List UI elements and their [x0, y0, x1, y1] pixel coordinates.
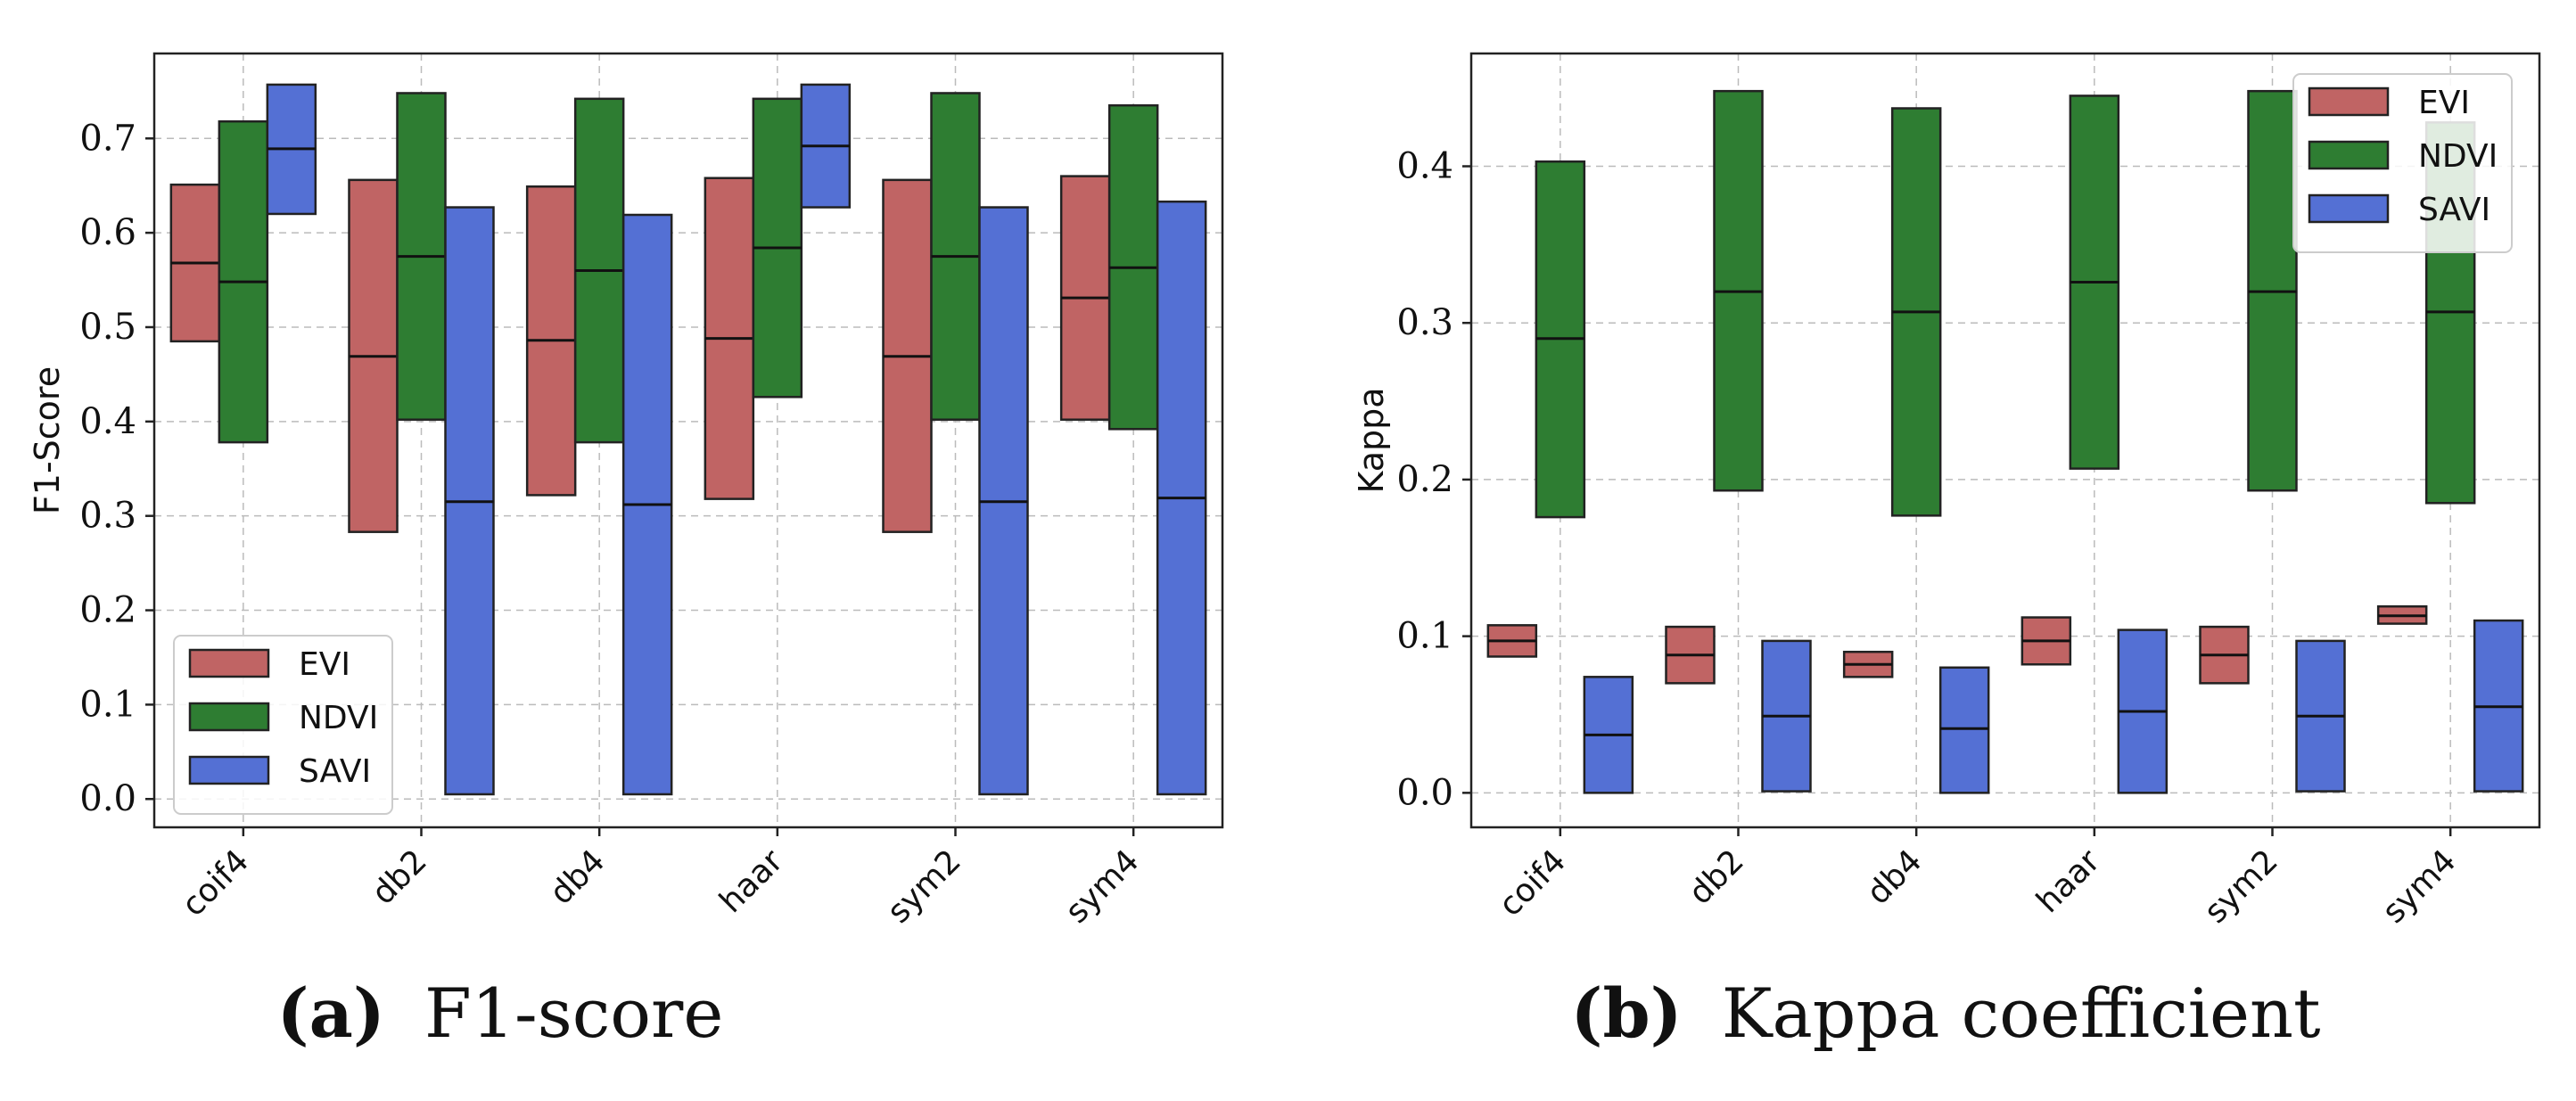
y-tick-label: 0.2 — [1396, 459, 1453, 500]
y-tick-label: 0.7 — [79, 118, 136, 159]
x-tick-label: sym2 — [2198, 842, 2285, 930]
caption-a: (a) F1-score — [277, 974, 724, 1053]
y-tick-label: 0.5 — [79, 307, 136, 348]
axes-frame — [152, 52, 1224, 829]
legend: EVI NDVI SAVI — [2292, 73, 2513, 253]
x-tick-label: haar — [2029, 842, 2107, 920]
x-tick-label: sym4 — [2375, 842, 2463, 930]
x-tick-label: sym2 — [881, 842, 968, 930]
y-tick-label: 0.1 — [1396, 616, 1453, 657]
bars — [1486, 89, 2524, 794]
x-tick-label: db2 — [365, 842, 434, 912]
x-tick-label: db4 — [543, 842, 613, 912]
caption-a-title: F1-score — [424, 974, 723, 1053]
legend-swatch-savi — [2308, 193, 2390, 224]
caption-a-label: (a) — [277, 974, 385, 1053]
x-tick-label: haar — [712, 842, 790, 920]
y-axis: 0.0 0.1 0.2 0.3 0.4 — [1396, 146, 1471, 813]
legend-swatch-ndvi — [2308, 140, 2390, 170]
legend-swatch-ndvi — [188, 702, 270, 732]
bars — [169, 83, 1207, 796]
axes-frame — [1469, 52, 2541, 829]
legend-label-savi: SAVI — [2418, 192, 2490, 228]
legend-label-evi: EVI — [299, 646, 350, 683]
x-axis: coif4 db2 db4 haar sym2 sym4 — [175, 827, 1147, 931]
caption-b-title: Kappa coefficient — [1722, 974, 2321, 1053]
y-tick-label: 0.3 — [79, 496, 136, 537]
y-tick-label: 0.0 — [1396, 772, 1453, 813]
legend-label-savi: SAVI — [299, 753, 371, 790]
x-tick-label: coif4 — [1492, 842, 1573, 924]
bar-savi-db4 — [1938, 666, 1990, 794]
legend-swatch-savi — [188, 755, 270, 785]
caption-b-label: (b) — [1570, 974, 1682, 1053]
y-tick-label: 0.6 — [79, 212, 136, 253]
legend-label-ndvi: NDVI — [299, 700, 378, 736]
y-tick-label: 0.2 — [79, 590, 136, 631]
x-tick-label: db4 — [1860, 842, 1930, 912]
legend-label-ndvi: NDVI — [2418, 138, 2498, 175]
chart-f1-score: 0.0 0.1 0.2 0.3 0.4 0.5 0.6 0.7 coif4 db2 db4 haar s… — [28, 52, 1224, 931]
y-axis: 0.0 0.1 0.2 0.3 0.4 0.5 0.6 0.7 — [79, 118, 154, 819]
y-axis-label: F1-Score — [28, 366, 67, 514]
legend-swatch-evi — [188, 648, 270, 678]
x-axis: coif4 db2 db4 haar sym2 sym4 — [1492, 827, 2464, 931]
chart-kappa: 0.0 0.1 0.2 0.3 0.4 coif4 db2 db4 haar sym2 sym4 Ka… — [1352, 52, 2541, 931]
legend-swatch-evi — [2308, 86, 2390, 117]
x-tick-label: coif4 — [175, 842, 256, 924]
y-tick-label: 0.1 — [79, 684, 136, 725]
y-axis-label: Kappa — [1352, 387, 1391, 493]
x-tick-label: sym4 — [1058, 842, 1146, 930]
y-tick-label: 0.0 — [79, 778, 136, 819]
caption-b: (b) Kappa coefficient — [1570, 974, 2320, 1053]
legend: EVI NDVI SAVI — [173, 635, 393, 815]
y-tick-label: 0.3 — [1396, 302, 1453, 343]
y-tick-label: 0.4 — [1396, 146, 1453, 187]
y-tick-label: 0.4 — [79, 401, 136, 442]
legend-label-evi: EVI — [2418, 85, 2470, 121]
x-tick-label: db2 — [1682, 842, 1751, 912]
